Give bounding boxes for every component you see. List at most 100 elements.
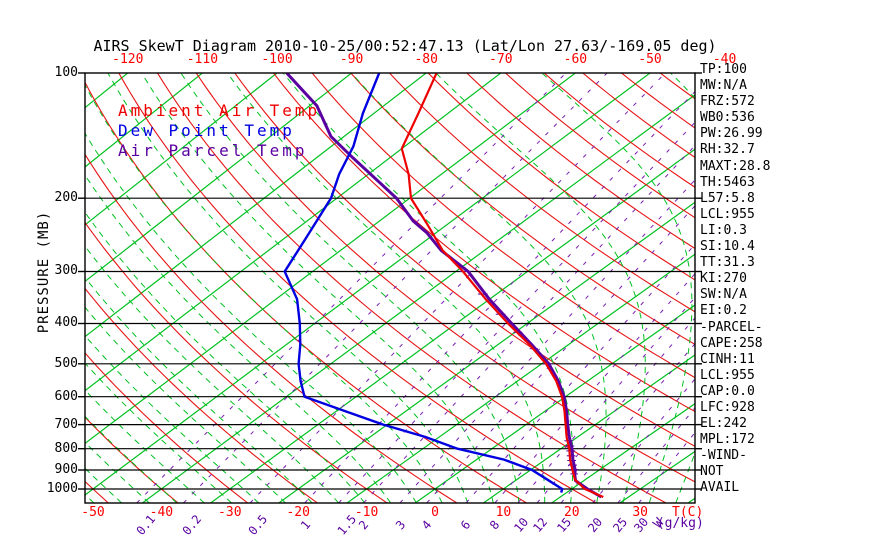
- isotherm-line: [346, 253, 695, 503]
- pressure-axis-label: 400: [54, 315, 78, 331]
- top-axis-label: -50: [638, 52, 662, 67]
- isotherm-line: [85, 73, 129, 109]
- moist-adiabat-line: [107, 73, 469, 503]
- legend-air-parcel-temp: Air Parcel Temp: [118, 141, 308, 160]
- pressure-axis-label: 300: [54, 263, 78, 279]
- moist-adiabat-line: [85, 307, 286, 503]
- pressure-axis-label: 1000: [46, 481, 78, 496]
- isotherm-line: [85, 73, 203, 168]
- index-line: TT:31.3: [700, 255, 755, 271]
- index-line: PW:26.99: [700, 126, 763, 142]
- index-line: WB0:536: [700, 110, 755, 126]
- moist-adiabat-line: [351, 73, 607, 503]
- dry-adiabat-line: [85, 82, 527, 503]
- mixing-ratio-line: [304, 91, 695, 503]
- moist-adiabat-line: [282, 73, 574, 503]
- mixing-ratio-unit-text: (g/kg): [656, 516, 704, 531]
- index-line: EL:242: [700, 416, 747, 432]
- moist-adiabat-line: [541, 73, 693, 503]
- dry-adiabat-line: [543, 73, 695, 188]
- isotherm-line: [85, 73, 502, 392]
- index-line: TP:100: [700, 62, 747, 77]
- pressure-axis-label: 900: [54, 461, 78, 477]
- moist-adiabat-line: [85, 335, 259, 503]
- bottom-axis-label: 30: [632, 505, 649, 520]
- dry-adiabat-line: [157, 73, 667, 503]
- dry-adiabat-line: [85, 222, 388, 503]
- dry-adiabat-line: [389, 73, 695, 313]
- mixing-ratio-line: [426, 205, 695, 503]
- dry-adiabat-line: [85, 288, 318, 503]
- index-line: CAPE:258: [700, 335, 763, 351]
- moist-adiabat-line: [141, 73, 494, 503]
- moist-adiabat-line: [85, 245, 339, 503]
- isotherm-line: [142, 94, 695, 503]
- moist-adiabat-line: [85, 363, 232, 503]
- bottom-axis-label: -20: [286, 505, 310, 520]
- index-line: MAXT:28.8: [700, 158, 771, 174]
- index-line: MPL:172: [700, 432, 755, 448]
- indices-panel: TP:100 MW:N/A FRZ:572 WB0:536 PW:26.99 RH:32.…: [700, 62, 770, 497]
- dry-adiabat-line: [234, 73, 695, 447]
- mixing-ratio-line: [465, 244, 695, 503]
- top-axis-label: -100: [261, 52, 293, 67]
- bottom-axis-label: 20: [563, 505, 580, 520]
- dew-point-temp-curve: [283, 73, 564, 493]
- index-line: LFC:928: [700, 399, 755, 415]
- top-axis-label: -60: [563, 52, 588, 67]
- moist-adiabat-line: [85, 175, 392, 503]
- bottom-axis-label: -30: [218, 505, 242, 520]
- dry-adiabat-line: [273, 73, 695, 412]
- dry-adiabat-line: [505, 73, 695, 219]
- index-line: TH:5463: [700, 174, 755, 190]
- moist-adiabat-line: [0, 73, 66, 503]
- index-line: KI:270: [700, 271, 747, 287]
- index-line: CAP:0.0: [700, 383, 755, 399]
- dry-adiabat-line: [427, 73, 695, 281]
- moist-adiabat-line: [180, 73, 520, 503]
- isotherm-line: [85, 73, 352, 282]
- plot-frame: [84, 72, 696, 504]
- isotherm-line: [85, 73, 427, 338]
- ambient-air-temp-curve: [400, 73, 604, 499]
- index-line: SW:N/A: [700, 287, 747, 303]
- dry-adiabat-line: [350, 73, 695, 345]
- legend: Ambient Air Temp Dew Point Temp Air Parc…: [118, 101, 320, 161]
- index-line: -WIND-: [700, 448, 747, 464]
- isotherm-line: [483, 354, 695, 503]
- pressure-axis-label: 700: [54, 416, 78, 432]
- temp-unit-label: T(C): [672, 505, 704, 520]
- top-axis-label: -40: [712, 52, 737, 67]
- mixing-ratio-unit-label: W(g/kg): [651, 516, 704, 532]
- isotherm-line: [85, 73, 651, 496]
- index-line: AVAIL: [700, 480, 740, 496]
- dry-adiabat-line: [776, 73, 870, 503]
- air-parcel-temp-curve: [285, 73, 603, 499]
- isotherm-line: [210, 148, 695, 503]
- dry-adiabat-line: [85, 352, 248, 503]
- index-line: L57:5.8: [700, 190, 755, 206]
- mixing-ratio-line: [494, 273, 695, 503]
- isotherm-line: [85, 73, 278, 226]
- moist-adiabat-line: [85, 416, 178, 503]
- moist-adiabat-line: [85, 277, 313, 503]
- index-line: LCL:955: [700, 206, 755, 222]
- bottom-axis-label: -40: [149, 505, 174, 520]
- isotherm-line: [414, 304, 695, 503]
- top-axis-label: -70: [489, 52, 513, 67]
- index-line: CINH:11: [700, 351, 755, 367]
- bottom-axis-label: 10: [495, 505, 512, 520]
- isotherm-line: [278, 201, 695, 503]
- dry-adiabat-line: [195, 73, 695, 483]
- bottom-axis-label: -50: [81, 505, 105, 520]
- moist-adiabat-line: [0, 73, 38, 503]
- pressure-axis-label: 200: [54, 190, 78, 206]
- index-line: MW:N/A: [700, 78, 747, 94]
- page-title: AIRS SkewT Diagram 2010-10-25/00:52:47.1…: [93, 37, 717, 55]
- bottom-axis-label: -10: [354, 505, 379, 520]
- index-line: EI:0.2: [700, 303, 747, 319]
- dry-adiabat-line: [466, 73, 695, 249]
- mixing-ratio-line: [399, 179, 695, 503]
